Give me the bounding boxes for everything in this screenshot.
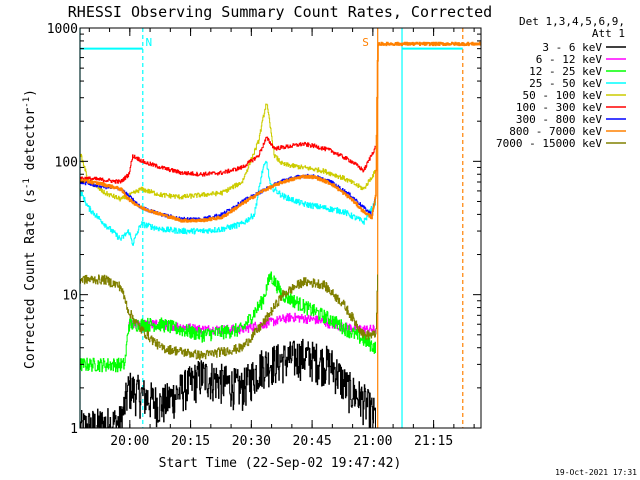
tick-labels: 1 10 100 1000 20:00 20:15 20:30 20:45 21:00 21:15	[47, 22, 453, 449]
x-tick-label: 20:15	[171, 434, 210, 449]
series-line-12to25kev	[80, 271, 376, 373]
series-layer	[80, 41, 481, 428]
y-tick-label: 10	[62, 289, 78, 304]
x-tick-label: 20:00	[110, 434, 149, 449]
legend-label: 12 - 25 keV	[529, 65, 602, 78]
series-line-3to6kev	[80, 338, 376, 428]
series-line-7000to15000kev	[80, 274, 378, 360]
plot-frame	[79, 27, 482, 429]
legend-label: 300 - 800 keV	[516, 113, 602, 126]
y-axis-label: Corrected Count Rate (s-1 detector-1)	[22, 89, 38, 369]
series-line-25to50kev	[80, 160, 376, 246]
legend-header-line-2: Att 1	[592, 27, 625, 40]
legend-label: 50 - 100 keV	[523, 89, 603, 102]
y-tick-label: 1	[70, 422, 78, 437]
x-axis-label: Start Time (22-Sep-02 19:47:42)	[159, 456, 402, 471]
y-tick-label: 100	[55, 155, 78, 170]
flag-label-1: S	[362, 36, 369, 49]
legend-label: 25 - 50 keV	[529, 77, 602, 90]
timestamp: 19-Oct-2021 17:31	[555, 468, 637, 477]
x-tick-label: 20:45	[293, 434, 332, 449]
chart-title: RHESSI Observing Summary Count Rates, Co…	[68, 3, 492, 21]
legend-label: 800 - 7000 keV	[509, 125, 602, 138]
legend-label: 100 - 300 keV	[516, 101, 602, 114]
legend-header-line-1: Det 1,3,4,5,6,9,	[519, 15, 625, 28]
legend-label: 6 - 12 keV	[536, 53, 603, 66]
x-tick-label: 21:15	[414, 434, 453, 449]
x-tick-label: 20:30	[232, 434, 271, 449]
axes	[79, 27, 482, 429]
series-line-100to300kev	[80, 136, 376, 184]
y-tick-label: 1000	[47, 22, 78, 37]
flag-label-0: N	[146, 36, 153, 49]
x-tick-label: 21:00	[353, 434, 392, 449]
legend-label: 3 - 6 keV	[542, 41, 602, 54]
series-line-800to7000kev	[80, 41, 481, 223]
legend-label: 7000 - 15000 keV	[496, 137, 602, 150]
